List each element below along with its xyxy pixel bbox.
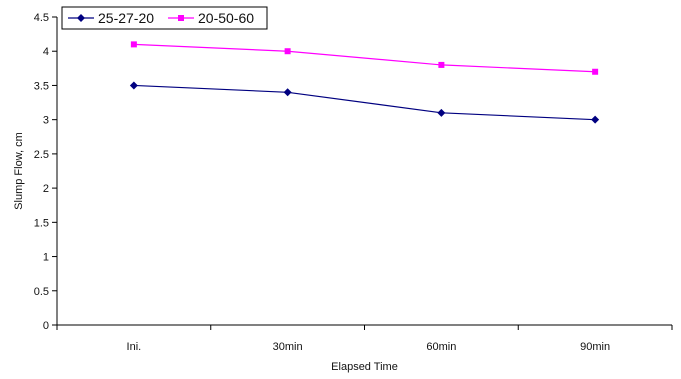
data-point [284, 48, 291, 55]
x-tick-label: 30min [273, 341, 303, 353]
legend-item-1: 25-27-20 [68, 10, 154, 26]
data-point [592, 68, 599, 75]
y-tick-label: 1.5 [34, 217, 49, 229]
series-line [133, 43, 596, 73]
y-tick-label: 1 [43, 252, 49, 264]
data-point [283, 88, 292, 97]
y-tick-label: 3 [43, 115, 49, 127]
legend-label: 20-50-60 [198, 10, 254, 26]
x-tick-label: 60min [426, 341, 456, 353]
y-tick-label: 0 [43, 320, 49, 332]
x-ticks: Ini. 30min 60min 90min [56, 325, 673, 353]
y-axis-title: Slump Flow, cm [13, 132, 25, 210]
y-tick-label: 2.5 [34, 149, 49, 161]
x-tick-label: 90min [580, 341, 610, 353]
series-line [133, 84, 596, 121]
x-axis-title: Elapsed Time [331, 361, 398, 373]
legend-marker [77, 14, 85, 22]
legend-label: 25-27-20 [98, 10, 154, 26]
legend-marker [178, 15, 184, 21]
data-point [130, 41, 137, 48]
y-ticks: 0 0.5 1 1.5 2 2.5 3 3.5 4 4.5 [34, 12, 57, 332]
legend-box [61, 6, 268, 30]
data-point [438, 61, 445, 68]
data-point [129, 81, 138, 90]
data-point [437, 108, 446, 117]
y-tick-label: 0.5 [34, 286, 49, 298]
y-tick-label: 4.5 [34, 12, 49, 24]
y-tick-label: 2 [43, 183, 49, 195]
y-tick-label: 4 [43, 46, 49, 58]
series-2 [130, 41, 599, 75]
series-layer [129, 41, 600, 124]
data-point [591, 115, 600, 124]
legend-item-2: 20-50-60 [168, 10, 254, 26]
y-tick-label: 3.5 [34, 80, 49, 92]
legend: 25-27-20 20-50-60 [61, 6, 268, 30]
x-tick-label: Ini. [127, 341, 142, 353]
axes [56, 17, 672, 326]
series-1 [129, 81, 600, 124]
